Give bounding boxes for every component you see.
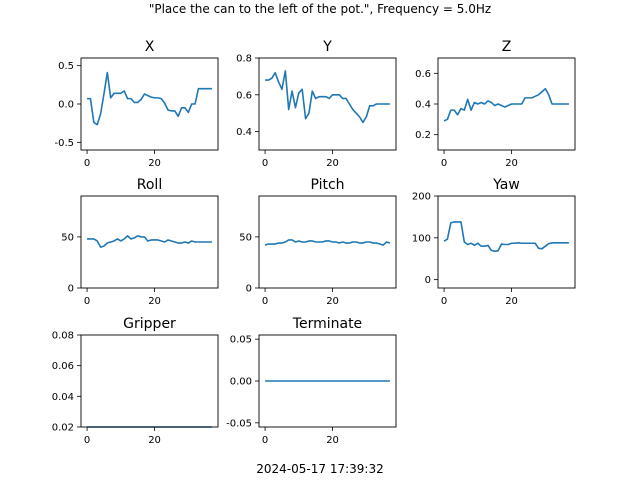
figure-suptitle: "Place the can to the left of the pot.",… bbox=[148, 2, 492, 16]
y-tick-label: -0.5 bbox=[54, 138, 74, 149]
series-line-pitch bbox=[264, 239, 391, 246]
subplot-title-terminate: Terminate bbox=[292, 316, 362, 332]
y-tick-label: 0.04 bbox=[52, 392, 74, 403]
series-line-yaw bbox=[443, 221, 569, 252]
x-tick-label: 20 bbox=[505, 158, 518, 169]
subplot-pitch: Pitch 0 20 0 50 bbox=[239, 177, 397, 307]
y-tick-label: 0.00 bbox=[230, 377, 252, 388]
x-tick-label: 20 bbox=[326, 435, 339, 446]
axes-frame-yaw bbox=[437, 195, 576, 289]
figure-timestamp: 2024-05-17 17:39:32 bbox=[256, 462, 384, 476]
x-tick-label: 20 bbox=[505, 296, 518, 307]
x-tick-label: 0 bbox=[262, 435, 268, 446]
subplot-title-y: Y bbox=[322, 39, 332, 55]
y-tick-label: 0.6 bbox=[415, 69, 431, 80]
subplot-z: Z 0 20 0.2 0.4 0.6 bbox=[415, 39, 576, 169]
subplot-gripper: Gripper 0 20 0.02 0.04 0.06 0.08 bbox=[52, 316, 219, 446]
axes-frame-gripper bbox=[80, 334, 219, 428]
series-line-roll bbox=[87, 235, 212, 248]
subplot-y: Y 0 20 0.4 0.6 0.8 bbox=[236, 39, 397, 169]
axes-frame-pitch bbox=[258, 195, 397, 289]
series-line-y bbox=[265, 70, 390, 124]
y-tick-label: 0 bbox=[425, 275, 431, 286]
subplot-title-pitch: Pitch bbox=[310, 177, 344, 193]
subplot-roll: Roll 0 20 0 50 bbox=[61, 177, 219, 307]
x-tick-label: 20 bbox=[326, 296, 339, 307]
y-tick-label: 0.2 bbox=[415, 130, 431, 141]
y-tick-label: 100 bbox=[412, 233, 431, 244]
subplot-title-yaw: Yaw bbox=[492, 177, 520, 193]
subplot-title-z: Z bbox=[502, 39, 512, 55]
x-tick-label: 20 bbox=[148, 158, 161, 169]
x-tick-label: 0 bbox=[84, 435, 90, 446]
subplot-title-roll: Roll bbox=[137, 177, 162, 193]
y-tick-label: 200 bbox=[412, 192, 431, 203]
y-tick-label: 50 bbox=[61, 232, 74, 243]
x-tick-label: 0 bbox=[84, 158, 90, 169]
y-tick-label: 0 bbox=[246, 284, 252, 295]
y-tick-label: -0.05 bbox=[226, 418, 252, 429]
y-tick-label: 0.05 bbox=[230, 335, 252, 346]
y-tick-label: 0.4 bbox=[236, 127, 252, 138]
x-tick-label: 0 bbox=[262, 158, 268, 169]
y-tick-label: 0 bbox=[68, 284, 74, 295]
x-tick-label: 20 bbox=[148, 435, 161, 446]
y-tick-label: 0.8 bbox=[236, 54, 252, 65]
subplot-x: X 0 20 -0.5 0.0 0.5 bbox=[54, 39, 219, 169]
y-tick-label: 0.06 bbox=[52, 361, 74, 372]
x-tick-label: 0 bbox=[441, 158, 447, 169]
subplot-terminate: Terminate 0 20 -0.05 0.00 0.05 bbox=[226, 316, 397, 446]
y-tick-label: 0.5 bbox=[58, 61, 74, 72]
y-tick-label: 0.4 bbox=[415, 100, 431, 111]
x-tick-label: 0 bbox=[84, 296, 90, 307]
subplot-title-x: X bbox=[145, 39, 155, 55]
x-tick-label: 0 bbox=[441, 296, 447, 307]
x-tick-label: 0 bbox=[262, 296, 268, 307]
series-line-z bbox=[443, 87, 569, 122]
y-tick-label: 50 bbox=[239, 232, 252, 243]
axes-frame-roll bbox=[80, 195, 219, 289]
x-tick-label: 20 bbox=[148, 296, 161, 307]
x-tick-label: 20 bbox=[326, 158, 339, 169]
y-tick-label: 0.6 bbox=[236, 90, 252, 101]
series-line-x bbox=[87, 71, 212, 126]
subplot-title-gripper: Gripper bbox=[123, 316, 176, 332]
axes-frame-y bbox=[258, 57, 397, 151]
y-tick-label: 0.0 bbox=[58, 100, 74, 111]
y-tick-label: 0.02 bbox=[52, 423, 74, 434]
y-tick-label: 0.08 bbox=[52, 331, 74, 342]
